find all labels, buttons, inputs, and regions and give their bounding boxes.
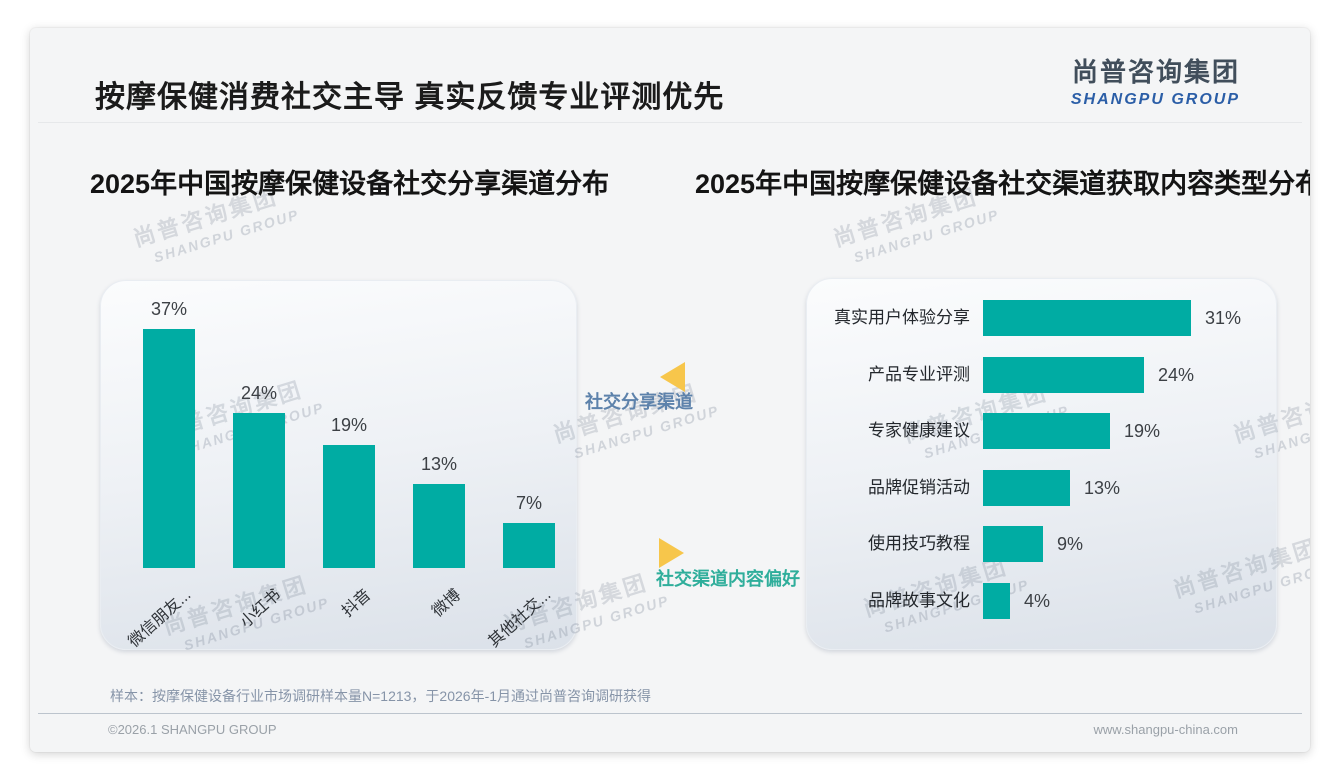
hbar-row: 品牌促销活动 13% [806, 470, 1277, 506]
bar-category-label: 抖音 [339, 586, 375, 621]
hbar-row: 品牌故事文化 4% [806, 583, 1277, 619]
left-bar-chart: 37% 微信朋友... 24% 小红书 19% 抖音 13% 微博 7% 其他社交... [100, 280, 577, 651]
website-url: www.shangpu-china.com [1093, 722, 1238, 737]
copyright-text: ©2026.1 SHANGPU GROUP [108, 722, 277, 737]
watermark-en-text: SHANGPU GROUP [151, 205, 302, 266]
hbar [983, 357, 1144, 393]
hbar-value-label: 13% [1084, 478, 1121, 498]
hbar [983, 413, 1110, 449]
footer-divider [38, 713, 1302, 714]
bar-value-label: 7% [515, 493, 542, 513]
bar-value-label: 13% [420, 454, 458, 474]
hbar-category-label: 品牌故事文化 [868, 591, 970, 610]
bar-category-label: 微博 [429, 586, 465, 621]
right-bar-chart: 真实用户体验分享 31% 产品专业评测 24% 专家健康建议 19% 品牌促销活动 13% 使用… [806, 278, 1277, 650]
hbar-value-label: 19% [1124, 421, 1161, 441]
hbar [983, 526, 1043, 562]
hbar-row: 真实用户体验分享 31% [806, 300, 1277, 336]
header-divider [38, 122, 1302, 123]
hbar-row: 产品专业评测 24% [806, 357, 1277, 393]
hbar-value-label: 24% [1158, 365, 1195, 385]
triangle-right-icon [659, 538, 684, 568]
right-chart-title: 2025年中国按摩保健设备社交渠道获取内容类型分布 [695, 169, 1310, 199]
hbar-category-label: 真实用户体验分享 [834, 308, 970, 327]
bar [233, 413, 285, 568]
annotation-content-preference: 社交渠道内容偏好 [656, 569, 800, 589]
hbar [983, 300, 1191, 336]
bar [503, 523, 555, 568]
hbar-value-label: 4% [1024, 591, 1051, 611]
hbar [983, 583, 1010, 619]
hbar-value-label: 9% [1057, 534, 1084, 554]
bar-category-label: 小红书 [237, 586, 285, 632]
logo-cn-text: 尚普咨询集团 [1071, 57, 1240, 87]
bar [323, 445, 375, 568]
logo: 尚普咨询集团 SHANGPU GROUP [1071, 52, 1240, 109]
bar-category-label: 微信朋友... [125, 586, 195, 651]
bar-value-label: 19% [330, 415, 368, 435]
hbar-category-label: 产品专业评测 [868, 365, 970, 384]
right-chart-card [806, 278, 1277, 650]
bar [143, 329, 195, 568]
triangle-left-icon [660, 362, 685, 392]
hbar-category-label: 使用技巧教程 [868, 534, 970, 553]
logo-en-text: SHANGPU GROUP [1070, 91, 1240, 108]
bar-value-label: 24% [240, 383, 278, 403]
hbar-value-label: 31% [1205, 308, 1242, 328]
watermark-en-text: SHANGPU GROUP [851, 205, 1002, 266]
hbar-category-label: 专家健康建议 [868, 421, 970, 440]
hbar [983, 470, 1070, 506]
bar-value-label: 37% [150, 299, 188, 319]
page-title: 按摩保健消费社交主导 真实反馈专业评测优先 [95, 81, 725, 114]
hbar-row: 使用技巧教程 9% [806, 526, 1277, 562]
bar-category-label: 其他社交... [485, 586, 555, 651]
sample-note: 样本：按摩保健设备行业市场调研样本量N=1213，于2026年-1月通过尚普咨询… [110, 688, 652, 704]
bar [413, 484, 465, 568]
hbar-category-label: 品牌促销活动 [868, 478, 970, 497]
slide: 按摩保健消费社交主导 真实反馈专业评测优先 尚普咨询集团 SHANGPU GRO… [30, 28, 1310, 752]
hbar-row: 专家健康建议 19% [806, 413, 1277, 449]
left-chart-title: 2025年中国按摩保健设备社交分享渠道分布 [90, 169, 610, 199]
annotation-share-channel: 社交分享渠道 [585, 392, 693, 412]
